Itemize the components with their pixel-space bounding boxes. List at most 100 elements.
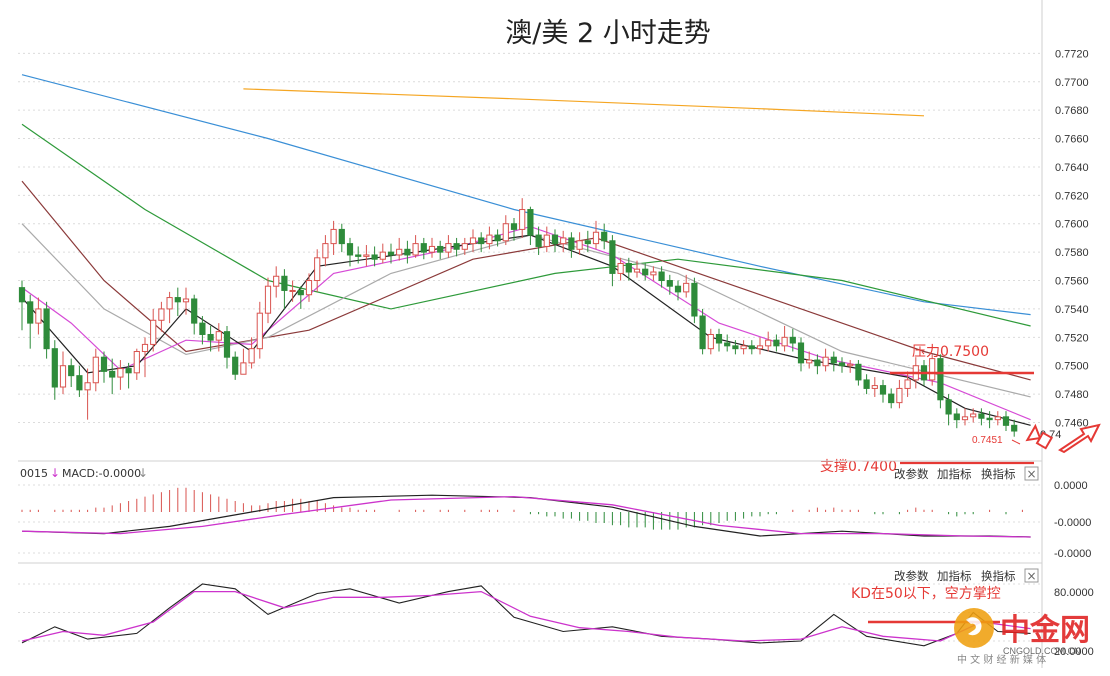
down-arrow-icon [1025,423,1054,450]
candle-body [543,234,550,247]
candle-body [568,237,575,250]
candle-body [437,245,444,253]
candle-body [724,342,731,347]
candle-body [650,271,657,276]
candle-body [420,243,427,253]
candle-body [765,339,772,347]
candle-body [502,223,509,242]
candle-body [158,308,165,321]
candle-body [691,282,698,317]
price-tick-label: 0.7500 [1055,361,1089,373]
candle-body [191,298,198,324]
macd-switch-indicator-button[interactable]: 换指标 [981,467,1016,481]
price-tick-label: 0.7560 [1055,276,1089,288]
candle-body [330,228,337,245]
candle-body [535,234,542,247]
candle-body [445,243,452,253]
candle-body [264,285,272,314]
candle-body [797,342,805,364]
candle-body [76,375,83,391]
candle-body [773,339,780,347]
kd-d-line [21,590,1031,642]
price-tick-label: 0.7540 [1055,304,1089,316]
macd-lines [21,494,1031,538]
candle-body [51,348,58,388]
kd-lines [21,583,1031,647]
support-label: 支撑0.7400 [820,459,897,475]
candle-body [43,308,50,350]
candle-body [781,336,788,347]
candle-body [642,268,649,276]
candle-body [986,417,993,421]
candle-body [215,331,222,341]
macd-dif-line [21,494,1031,538]
candle-body [404,248,411,256]
candle-body [289,289,296,292]
candle-body [248,348,255,364]
candle-body [363,254,370,257]
candle-body [1011,424,1018,432]
candle-body [896,387,903,404]
candle-body [240,362,247,375]
candle-body [527,209,534,236]
candle-body [822,356,829,367]
candle-body [970,413,977,418]
candle-body [633,268,641,273]
candle-body [494,234,501,242]
price-tick-label: 0.7520 [1055,332,1089,344]
moving-average-line [21,223,1031,398]
candle-body [847,363,854,367]
candle-body [59,365,67,388]
candle-body [92,356,99,384]
last-price-leader [1011,439,1021,445]
candle-body [387,251,395,256]
close-icon: × [1026,467,1036,481]
candle-body [223,331,231,358]
candle-body [576,240,583,250]
candle-body [584,240,591,245]
macd-tick-2: -0.0000 [1054,548,1091,560]
macd-close-button[interactable]: × [1024,466,1039,481]
candle-body [199,322,206,335]
brand-slogan: 中 文 财 经 新 媒 体 [957,653,1046,666]
candle-body [396,248,403,256]
macd-down-arrow-icon: ↓ [50,466,60,480]
kd-change-params-button[interactable]: 改参数 [894,569,929,583]
candle-body [560,237,567,245]
candle-body [109,370,116,378]
candle-body [355,254,362,257]
candle-body [428,245,436,253]
kd-add-indicator-button[interactable]: 加指标 [937,569,972,583]
candle-body [953,413,960,421]
macd-add-indicator-button[interactable]: 加指标 [937,467,972,481]
candle-body [929,358,936,381]
price-tick-label: 0.7620 [1055,190,1089,202]
candle-body [888,393,895,404]
moving-average-line [21,74,1031,316]
candle-body [125,368,132,374]
candle-body [141,343,149,353]
candle-body [806,359,813,364]
candle-body [740,345,747,350]
kd-grid [18,583,1042,642]
kd-note: KD在50以下，空方掌控 [851,586,1001,602]
candle-body [371,254,378,260]
candle-body [978,413,985,419]
candle-body [707,333,714,350]
candle-body [486,234,493,245]
price-tick-label: 0.7720 [1055,48,1089,60]
candle-body [18,287,26,303]
candle-body [379,251,386,260]
macd-change-params-button[interactable]: 改参数 [894,467,929,481]
candle-body [961,416,969,421]
up-arrow-icon [1058,423,1101,454]
brand-name: 中金网 [1000,613,1090,648]
kd-close-button[interactable]: × [1024,568,1039,583]
candle-body [814,359,821,367]
candle-body [871,385,878,389]
candle-body [838,362,846,367]
macd-arrow-icon: ↓ [138,466,148,480]
kd-switch-indicator-button[interactable]: 换指标 [981,569,1016,583]
candle-body [715,333,723,344]
